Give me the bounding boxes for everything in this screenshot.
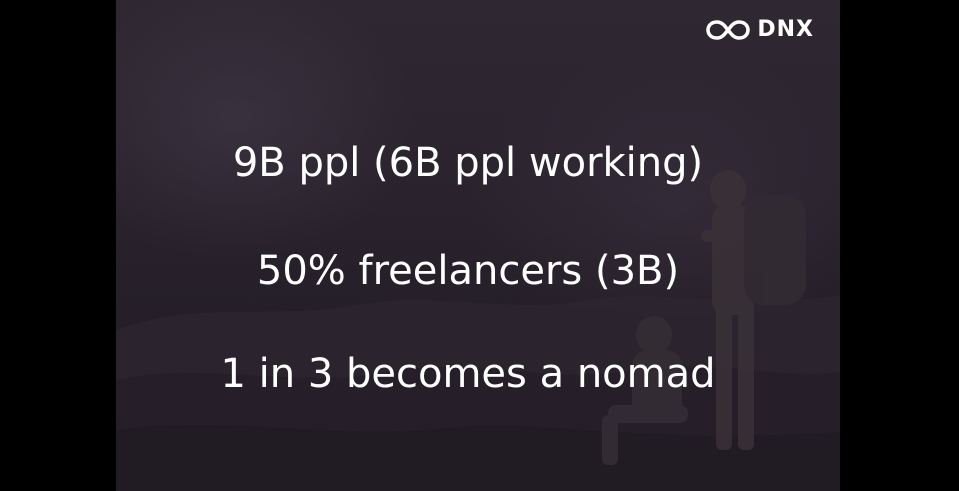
stat-line-population: 9B ppl (6B ppl working) xyxy=(232,140,704,186)
slide-content: 9B ppl (6B ppl working) 50% freelancers … xyxy=(116,0,840,491)
stat-line-nomads: 1 in 3 becomes a nomad xyxy=(220,351,716,397)
dnx-logo: DNX xyxy=(705,18,814,42)
logo-text: DNX xyxy=(757,17,814,42)
infinity-icon xyxy=(706,20,751,40)
stat-line-freelancers: 50% freelancers (3B) xyxy=(256,248,680,294)
presentation-slide: DNX 9B ppl (6B ppl working) 50% freelanc… xyxy=(116,0,840,491)
hikers-background-image xyxy=(116,170,840,491)
